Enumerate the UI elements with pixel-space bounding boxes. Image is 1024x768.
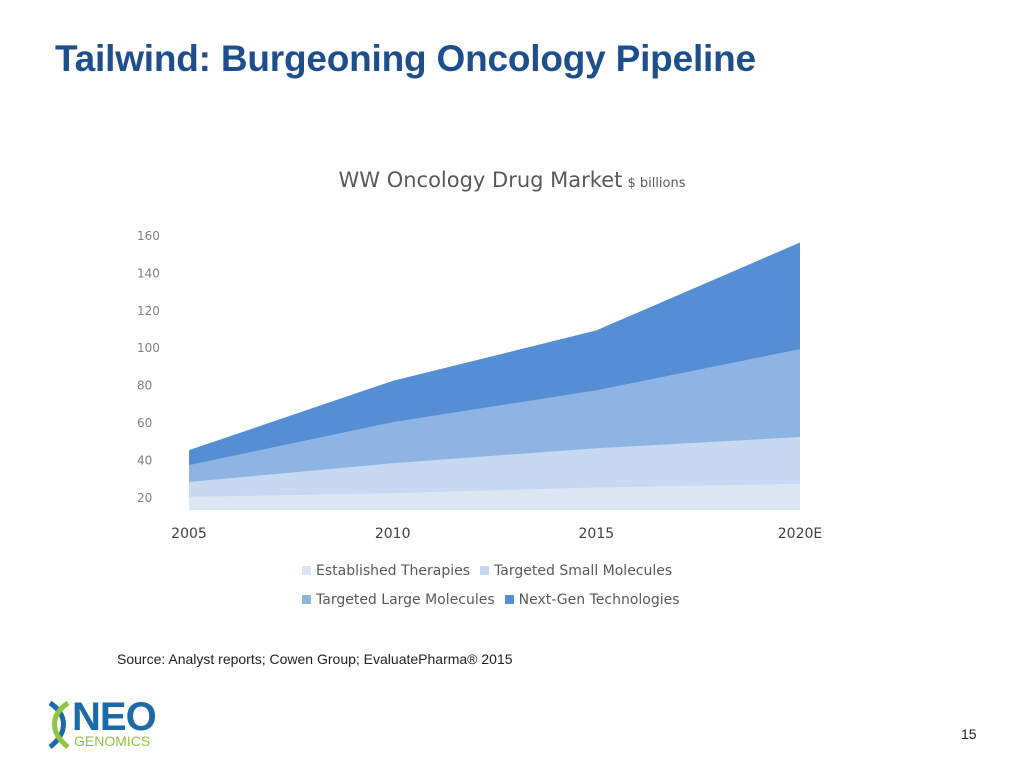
- y-tick-label: 40: [137, 453, 152, 467]
- x-tick-label: 2020E: [778, 526, 822, 542]
- logo-neo-text: NEO: [72, 695, 157, 739]
- y-tick-label: 120: [137, 304, 160, 318]
- legend-label: Established Therapies: [316, 562, 471, 579]
- y-tick-label: 20: [137, 491, 152, 505]
- area-series-established-therapies: [189, 483, 800, 510]
- y-tick-label: 60: [137, 416, 152, 430]
- y-tick-label: 80: [137, 379, 152, 393]
- legend-swatch: [302, 595, 311, 604]
- x-tick-label: 2005: [171, 526, 207, 542]
- chart-title: WW Oncology Drug Market $ billions: [0, 168, 1024, 192]
- legend-swatch: [504, 595, 514, 604]
- legend-label: Targeted Large Molecules: [316, 591, 495, 608]
- x-tick-label: 2010: [375, 526, 411, 542]
- area-chart: 20 40 60 80 100 120 140 160 2005 2010 2015 2020E: [137, 229, 822, 542]
- company-logo: NEO GENOMICS: [44, 695, 194, 752]
- legend-item-targeted-large-molecules: Targeted Large Molecules: [302, 592, 495, 608]
- y-tick-label: 140: [137, 266, 160, 280]
- dna-helix-icon: [48, 700, 70, 749]
- logo-genomics-text: GENOMICS: [74, 733, 151, 749]
- legend-swatch: [480, 566, 490, 575]
- chart-legend: Established Therapies Targeted Small Mol…: [302, 556, 722, 614]
- legend-item-next-gen-technologies: Next-Gen Technologies: [504, 591, 680, 608]
- x-tick-label: 2015: [579, 526, 615, 542]
- y-tick-label: 100: [137, 341, 160, 355]
- source-note: Source: Analyst reports; Cowen Group; Ev…: [117, 651, 513, 667]
- chart-title-unit: $ billions: [627, 176, 686, 191]
- legend-swatch: [302, 566, 311, 575]
- slide-title: Tailwind: Burgeoning Oncology Pipeline: [55, 38, 756, 79]
- page-number: 15: [961, 726, 977, 742]
- y-tick-label: 160: [137, 229, 160, 243]
- chart-title-main: WW Oncology Drug Market: [338, 168, 623, 192]
- legend-label: Targeted Small Molecules: [494, 562, 673, 579]
- legend-item-established-therapies: Established Therapies: [302, 563, 470, 579]
- legend-item-targeted-small-molecules: Targeted Small Molecules: [480, 563, 672, 579]
- legend-label: Next-Gen Technologies: [518, 591, 680, 608]
